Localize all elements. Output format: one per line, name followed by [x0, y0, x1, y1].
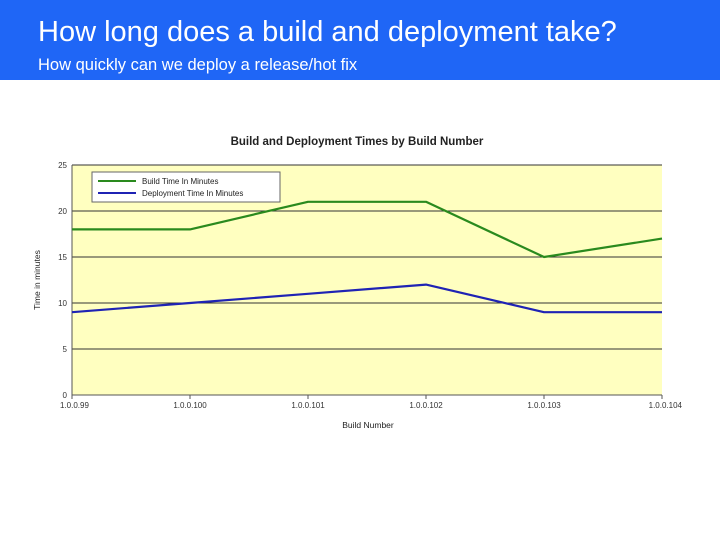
x-tick-label: 1.0.0.103 — [527, 401, 561, 410]
legend-label: Deployment Time In Minutes — [142, 189, 243, 198]
y-tick-label: 15 — [58, 253, 67, 262]
x-tick-label: 1.0.0.101 — [291, 401, 325, 410]
plot-area: 0 5 10 15 20 25 1.0.0.99 1.0.0.100 1.0.0.101 1.0.… — [58, 161, 682, 410]
chart-title: Build and Deployment Times by Build Numb… — [231, 136, 484, 148]
series-line-build-time — [72, 200, 663, 259]
x-tick-label: 1.0.0.99 — [60, 401, 89, 410]
slide-subtitle: How quickly can we deploy a release/hot … — [38, 56, 358, 74]
y-axis-label: Time in minutes — [32, 250, 42, 310]
series-line-deployment-time — [71, 283, 662, 314]
slide-title: How long does a build and deployment tak… — [38, 16, 617, 48]
y-tick-label: 5 — [63, 345, 68, 354]
legend-label: Build Time In Minutes — [142, 177, 218, 186]
x-tick-label: 1.0.0.102 — [409, 401, 443, 410]
legend-box — [91, 171, 281, 203]
y-tick-label: 10 — [58, 299, 67, 308]
y-tick-label: 25 — [58, 161, 67, 170]
x-tick-label: 1.0.0.104 — [649, 401, 683, 410]
x-tick-label: 1.0.0.100 — [173, 401, 207, 410]
slide-header: How long does a build and deployment tak… — [0, 0, 720, 80]
plot-background — [72, 165, 662, 395]
y-tick-label: 0 — [63, 391, 68, 400]
y-tick-label: 20 — [58, 207, 67, 216]
x-axis-label: Build Number — [342, 420, 394, 430]
